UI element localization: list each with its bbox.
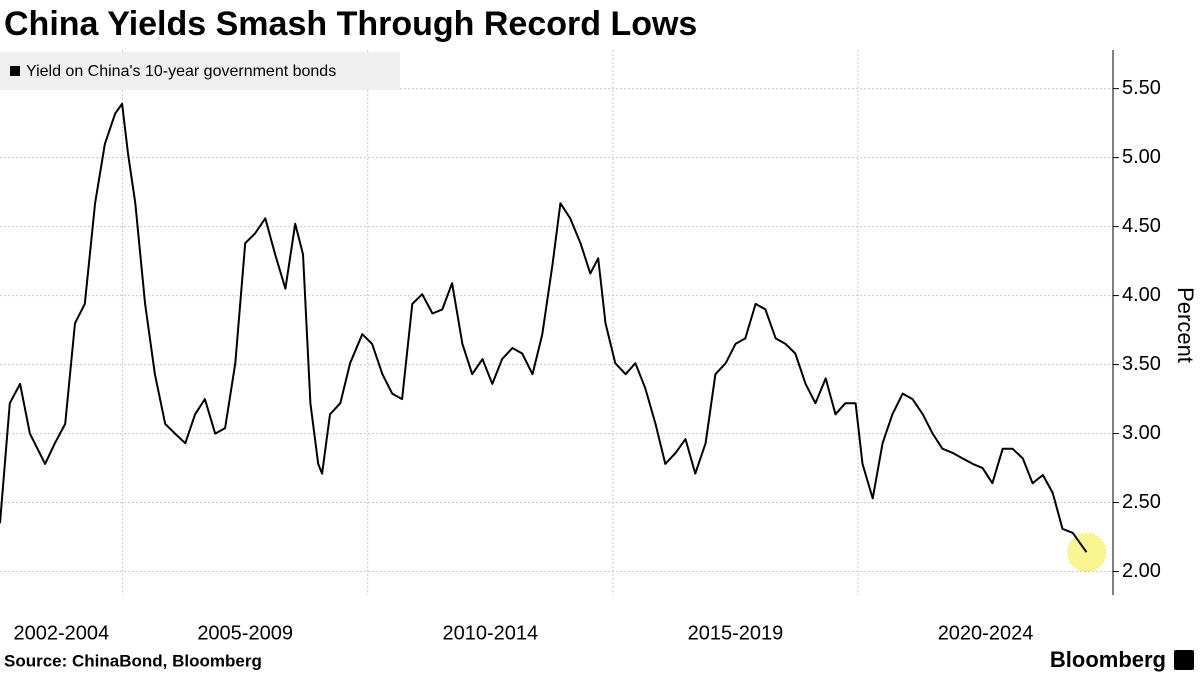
x-tick-label: 2010-2014 [442,622,538,644]
x-tick-label: 2020-2024 [938,622,1034,644]
source: Source: ChinaBond, Bloomberg [4,651,262,670]
y-axis-label: Percent [1173,287,1198,363]
y-tick-label: 3.50 [1122,353,1161,375]
y-tick-label: 2.00 [1122,560,1161,582]
y-tick-label: 5.00 [1122,146,1161,168]
line [0,102,1088,553]
legend-box [0,52,400,90]
y-tick-label: 3.00 [1122,422,1161,444]
x-tick-label: 2002-2004 [13,622,109,644]
brand-icon [1174,650,1194,670]
legend-label: Yield on China's 10-year government bond… [26,63,336,80]
chart-title: China Yields Smash Through Record Lows [4,5,697,43]
x-tick-label: 2015-2019 [688,622,784,644]
highlight [1067,532,1107,572]
y-tick-label: 4.00 [1122,284,1161,306]
y-tick-label: 2.50 [1122,491,1161,513]
legend-swatch [10,66,20,76]
y-tick-label: 4.50 [1122,215,1161,237]
brand: Bloomberg [1050,647,1166,672]
y-tick-label: 5.50 [1122,77,1161,99]
x-tick-label: 2005-2009 [197,622,293,644]
